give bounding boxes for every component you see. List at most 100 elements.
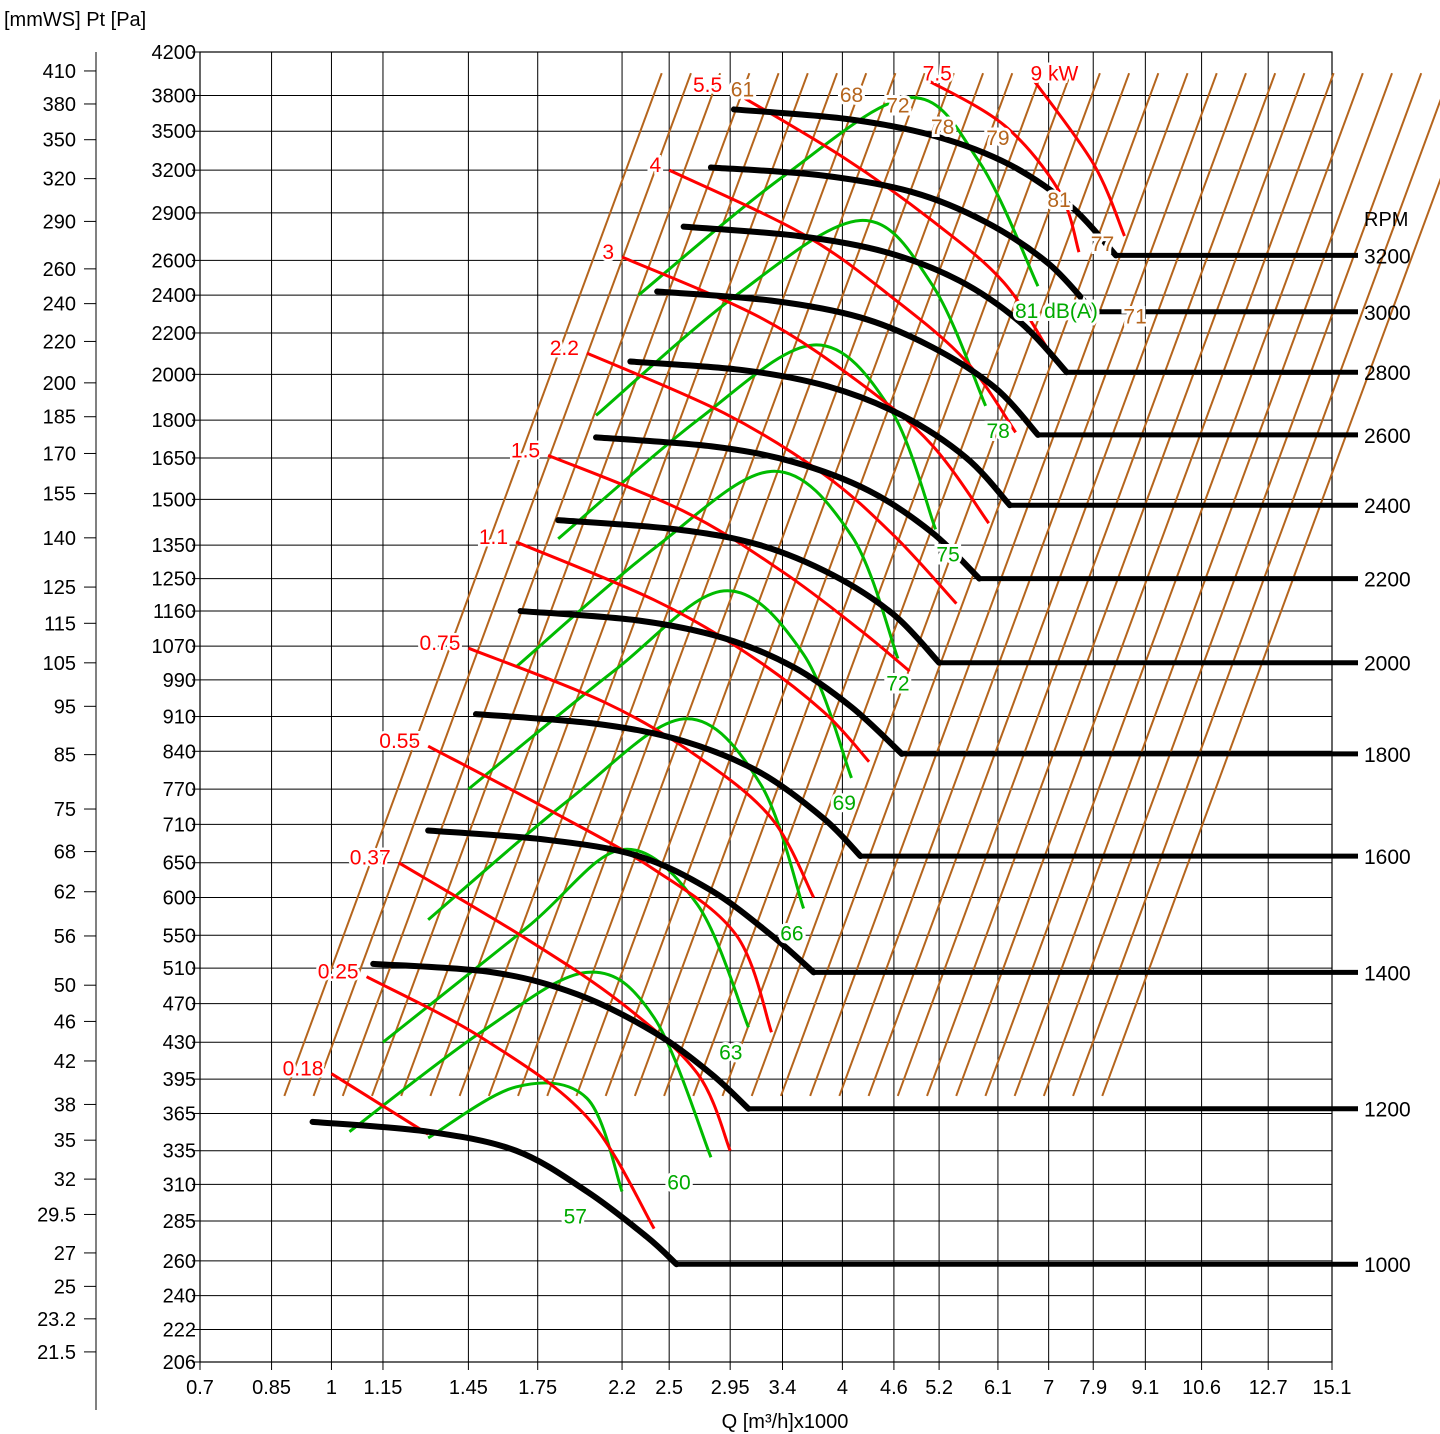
fan-curves: 1000 1200 1400 1600 1800 2000 2200 2400 2600 2800… [309, 106, 1411, 1277]
power-line-5-5 [729, 88, 1056, 361]
power-lines [330, 77, 1126, 1230]
y-tick-label-pa: 285 [163, 1211, 196, 1233]
y-tick-label-mmws: 155 [43, 484, 76, 506]
y-axis-label: [mmWS] Pt [Pa] [4, 9, 146, 31]
y-tick-label-pa: 2900 [152, 203, 197, 225]
fan-curve-2000 [555, 517, 943, 666]
fan-curve-3200 [730, 106, 1119, 259]
rpm-label-1000: 1000 [1364, 1254, 1411, 1277]
y-tick-label-mmws: 185 [43, 407, 76, 429]
y-tick-label-pa: 3200 [152, 160, 197, 182]
y-tick-label-pa: 910 [163, 707, 196, 729]
y-tick-label-pa: 990 [163, 670, 196, 692]
y-tick-label-pa: 600 [163, 887, 196, 909]
noise-curve-60 [348, 970, 713, 1158]
system-line [312, 72, 692, 1097]
power-label: 0.37 [350, 847, 391, 870]
y-tick-label-pa: 1650 [152, 448, 197, 470]
system-line [1072, 98, 1440, 1097]
rpm-label-1600: 1600 [1364, 846, 1411, 869]
y-tick-label-pa: 1250 [152, 569, 197, 591]
system-label: 78 [931, 116, 954, 139]
y-tick-label-mmws: 380 [43, 94, 76, 116]
x-tick-label: 12.7 [1249, 1377, 1288, 1399]
fan-curve-2600 [654, 288, 1041, 438]
noise-label: 66 [780, 922, 803, 945]
y-tick-label-pa: 2600 [152, 250, 197, 272]
x-tick-label: 2.2 [608, 1377, 636, 1399]
fan-curve-2200 [593, 434, 983, 582]
x-tick-label: 1.45 [449, 1377, 488, 1399]
y-tick-label-mmws: 25 [54, 1276, 76, 1298]
y-tick-label-pa: 470 [163, 994, 196, 1016]
fan-curve-1000 [309, 1118, 680, 1268]
y-tick-label-pa: 1160 [153, 601, 196, 623]
fan-curve-3000 [707, 164, 1097, 315]
y-tick-label-pa: 365 [163, 1103, 196, 1125]
fan-curve-1600 [472, 711, 864, 860]
y-tick-label-pa: 395 [163, 1069, 196, 1091]
x-tick-label: 15.1 [1313, 1377, 1352, 1399]
y-tick-label-mmws: 350 [43, 130, 76, 152]
fan-curve-1200 [370, 960, 752, 1112]
system-line [371, 72, 751, 1097]
y-tick-label-mmws: 140 [43, 528, 76, 550]
y-tick-label-mmws: 56 [54, 926, 76, 948]
y-tick-label-mmws: 29.5 [37, 1204, 76, 1226]
curve-labels: 0.18 0.25 0.37 0.55 0.75 1.1 1.5 2.2 3 4 5.5 7.5 9 k… [280, 60, 1150, 1231]
y-tick-label-pa: 3800 [152, 85, 197, 107]
noise-label: 63 [719, 1041, 742, 1064]
fan-curve-2400 [627, 358, 1013, 509]
x-tick-label: 2.95 [711, 1377, 750, 1399]
system-line [955, 72, 1335, 1097]
power-label: 2.2 [550, 337, 579, 360]
y-tick-label-mmws: 200 [43, 373, 76, 395]
x-tick-label: 9.1 [1131, 1377, 1159, 1399]
system-line [458, 72, 838, 1097]
y-tick-label-pa: 222 [163, 1319, 196, 1341]
rpm-label-2800: 2800 [1364, 362, 1411, 385]
noise-label: 60 [667, 1171, 690, 1194]
power-label: 1.1 [479, 526, 508, 549]
y-tick-label-mmws: 75 [54, 799, 76, 821]
y-tick-label-pa: 840 [163, 741, 196, 763]
y-tick-label-mmws: 46 [54, 1011, 76, 1033]
system-line [633, 72, 1014, 1097]
y-tick-label-pa: 2000 [152, 364, 197, 386]
system-label: 81 [1047, 189, 1070, 212]
y-tick-label-pa: 310 [163, 1174, 196, 1196]
noise-label: 69 [833, 792, 856, 815]
x-tick-label: 2.5 [655, 1377, 683, 1399]
y-tick-label-pa: 550 [163, 925, 196, 947]
system-line [283, 72, 663, 1097]
system-label: 72 [886, 94, 909, 117]
axes: [mmWS] Pt [Pa] Q [m³/h]x1000 RPM 0.7 0.85… [4, 9, 1408, 1433]
power-label: 0.55 [379, 730, 420, 753]
rpm-label-3000: 3000 [1364, 302, 1411, 325]
system-line [809, 72, 1189, 1097]
noise-curve-72 [515, 469, 900, 669]
y-tick-label-pa: 510 [163, 958, 196, 980]
system-label: 61 [731, 78, 754, 101]
system-label: 71 [1123, 306, 1146, 329]
x-tick-label: 0.85 [252, 1377, 291, 1399]
power-label: 4 [649, 154, 661, 177]
power-label: 9 kW [1031, 63, 1079, 86]
power-line-0-75 [467, 646, 815, 899]
fan-curve-1800 [517, 608, 905, 757]
x-tick-label: 4.6 [880, 1377, 908, 1399]
x-tick-label: 1.15 [364, 1377, 403, 1399]
y-tick-label-mmws: 23.2 [37, 1309, 76, 1331]
power-line-1-5 [547, 453, 911, 673]
y-tick-label-mmws: 290 [43, 211, 76, 233]
x-tick-label: 3.4 [769, 1377, 797, 1399]
y-tick-label-pa: 430 [163, 1032, 196, 1054]
y-tick-label-pa: 206 [163, 1352, 196, 1374]
noise-curve-78 [595, 218, 988, 417]
rpm-label-1400: 1400 [1364, 962, 1411, 985]
system-line [575, 72, 955, 1097]
system-label: 79 [986, 127, 1009, 150]
system-line [1013, 72, 1393, 1097]
y-tick-label-pa: 3500 [152, 121, 197, 143]
system-line [838, 72, 1218, 1097]
